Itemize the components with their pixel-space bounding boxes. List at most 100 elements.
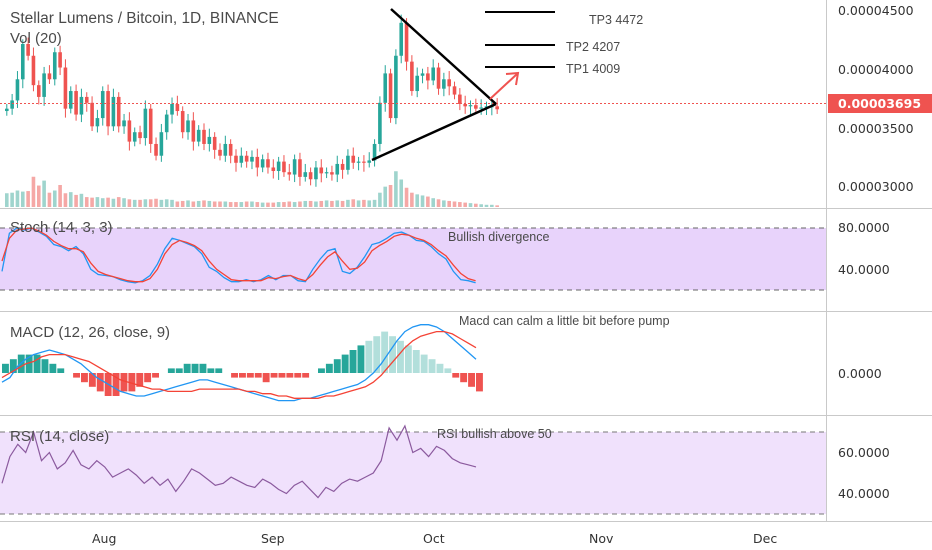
- svg-text:TP2 4207: TP2 4207: [566, 40, 620, 54]
- candle: [95, 109, 100, 133]
- candle: [362, 155, 366, 172]
- price-tick: 0.00003500: [838, 121, 914, 136]
- macd-hist-bar: [270, 373, 278, 378]
- volume-bar: [36, 185, 41, 207]
- volume-bar: [367, 200, 372, 207]
- price-tick: 0.00004500: [838, 3, 914, 18]
- candle: [351, 147, 356, 169]
- volume-bar: [468, 203, 473, 207]
- rsi-band: [0, 432, 826, 514]
- volume-bar: [132, 199, 137, 207]
- candle: [196, 125, 201, 147]
- candle: [287, 163, 292, 181]
- macd-hist-bar: [452, 373, 460, 378]
- macd-hist-bar: [278, 373, 286, 378]
- volume-bar: [202, 200, 206, 207]
- candle: [10, 93, 14, 115]
- volume-bar: [250, 201, 254, 207]
- macd-hist-bar: [136, 373, 144, 387]
- svg-text:40.0000: 40.0000: [838, 262, 890, 277]
- volume-bar: [383, 186, 388, 207]
- macd-hist-bar: [152, 373, 159, 378]
- macd-hist-bar: [128, 373, 136, 392]
- macd-hist-bar: [199, 363, 207, 373]
- triangle-pattern: [371, 8, 497, 162]
- macd-hist-bar: [120, 373, 128, 392]
- macd-hist-bar: [436, 363, 444, 373]
- volume-bar: [362, 199, 366, 207]
- volume-bar: [436, 199, 441, 207]
- macd-histogram: [2, 331, 483, 396]
- candle: [111, 88, 116, 132]
- candle: [116, 92, 121, 133]
- rsi-line: [1, 424, 477, 499]
- candle: [170, 97, 174, 124]
- time-axis[interactable]: Aug Sep Oct Nov Dec: [92, 531, 777, 546]
- candle: [436, 62, 441, 95]
- volume-bar: [186, 200, 190, 207]
- volume-bar: [159, 199, 164, 207]
- candle: [378, 96, 382, 152]
- candle: [63, 59, 68, 118]
- volume-bar: [116, 197, 121, 207]
- price-tick: 0.00004000: [838, 62, 914, 77]
- volume-bar: [410, 192, 414, 207]
- macd-hist-bar: [231, 373, 238, 378]
- candle: [47, 65, 52, 84]
- volume-bar: [442, 200, 446, 207]
- macd-hist-bar: [420, 354, 428, 373]
- volume-bar: [42, 180, 46, 207]
- candle: [122, 113, 126, 134]
- candle: [154, 137, 158, 161]
- volume-bar: [106, 197, 110, 207]
- price-axis[interactable]: 0.00004500 0.00004000 0.00003500 0.00003…: [828, 3, 932, 194]
- volume-bar: [218, 201, 222, 207]
- volume-bar: [255, 202, 260, 207]
- volume-bar: [111, 198, 116, 207]
- candle: [399, 14, 404, 64]
- candle: [239, 147, 244, 168]
- svg-text:40.0000: 40.0000: [838, 486, 890, 501]
- macd-annotation: Macd can calm a little bit before pump: [459, 314, 670, 328]
- volume-bar: [100, 198, 105, 207]
- candle: [42, 66, 46, 106]
- volume-bar: [479, 204, 483, 207]
- macd-hist-bar: [167, 368, 175, 373]
- volume-bar: [191, 201, 196, 207]
- time-tick: Oct: [423, 531, 445, 546]
- volume-bar: [335, 200, 340, 207]
- candle: [100, 86, 105, 126]
- candle: [127, 112, 132, 151]
- volume-bar: [356, 200, 361, 207]
- candle: [404, 18, 409, 71]
- volume-bar: [431, 198, 435, 207]
- volume-bar: [95, 197, 100, 207]
- candle: [458, 88, 462, 111]
- volume-bar: [212, 201, 217, 207]
- volume-bar: [276, 202, 281, 207]
- macd-hist-bar: [428, 359, 436, 373]
- macd-hist-bar: [96, 373, 104, 392]
- volume-bar: [404, 187, 409, 207]
- candle: [20, 39, 25, 89]
- stoch-annotation: Bullish divergence: [448, 230, 549, 244]
- macd-hist-bar: [365, 340, 373, 373]
- candle: [330, 165, 334, 181]
- candle: [255, 148, 260, 177]
- volume-bar: [122, 198, 126, 207]
- macd-hist-bar: [112, 373, 120, 396]
- candle: [410, 55, 414, 96]
- volume-bar: [63, 193, 68, 207]
- volume-bar: [372, 199, 377, 207]
- candlesticks: [5, 14, 499, 187]
- macd-hist-bar: [357, 345, 365, 373]
- macd-hist-bar: [389, 336, 396, 373]
- volume-bar: [47, 192, 52, 207]
- candle: [5, 103, 9, 116]
- macd-hist-bar: [468, 373, 475, 387]
- macd-hist-bar: [41, 359, 49, 373]
- candle: [148, 103, 153, 153]
- volume-bar: [346, 199, 350, 207]
- rsi-label: RSI (14, close): [10, 428, 109, 445]
- candle: [266, 152, 270, 174]
